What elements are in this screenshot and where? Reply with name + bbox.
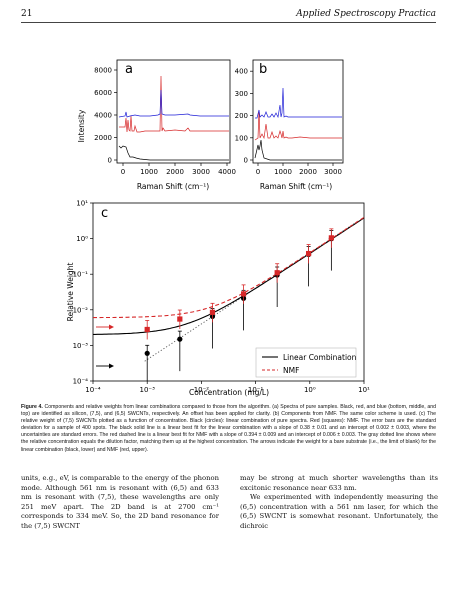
xtick-label: 0: [256, 168, 260, 176]
xtick-label: 1000: [274, 168, 292, 176]
ytick-label: 0: [244, 157, 248, 165]
xtick-label: 4000: [218, 168, 236, 176]
xtick-label: 10⁻¹: [248, 386, 264, 394]
nmf-point: [305, 250, 312, 257]
panel-a-frame: [116, 59, 231, 164]
xtick-label: 10⁻²: [194, 386, 210, 394]
linear-combination-point: [177, 336, 183, 342]
panel-a-xlabel: Raman Shift (cm⁻¹): [137, 182, 209, 191]
panel-a-xticks: 0 1000 2000 3000 4000: [121, 163, 236, 176]
left-paragraph: units, e.g., eV, is comparable to the en…: [21, 474, 219, 530]
panel-b: b 0 100 200 300 400 0 1000 2000 3000 Raman Shif…: [235, 59, 344, 191]
ytick-label: 6000: [94, 89, 112, 97]
ytick-label: 10⁻²: [73, 306, 89, 314]
nmf-point: [274, 270, 280, 276]
xtick-label: 10⁻⁴: [85, 386, 101, 394]
nmf-fit-line: [93, 216, 365, 319]
xtick-label: 10⁻³: [139, 386, 155, 394]
nmf-point: [177, 316, 183, 322]
ytick-label: 4000: [94, 112, 112, 120]
xtick-label: 3000: [324, 168, 342, 176]
panel-a-ylabel: Intensity: [77, 109, 86, 142]
panel-a-spectrum-red: [119, 75, 229, 133]
panel-a-letter: a: [125, 62, 133, 77]
ytick-label: 10⁻³: [73, 342, 89, 350]
ytick-label: 2000: [94, 134, 112, 142]
panel-c-ylabel: Relative Weight: [66, 263, 75, 322]
xtick-label: 0: [121, 168, 125, 176]
panel-c-curves: [93, 216, 365, 362]
panel-b-letter: b: [259, 62, 267, 77]
ytick-label: 200: [235, 112, 248, 120]
legend-box: [255, 347, 357, 378]
legend-linear-label: Linear Combination: [283, 353, 357, 362]
panel-c-xticks: 10⁻⁴ 10⁻³ 10⁻² 10⁻¹ 10⁰ 10¹: [85, 381, 370, 394]
panel-b-yticks: 0 100 200 300 400: [235, 68, 253, 165]
linear-combination-point: [144, 350, 150, 356]
xtick-label: 2000: [166, 168, 184, 176]
panel-b-xlabel: Raman Shift (cm⁻¹): [260, 182, 332, 191]
nmf-point: [209, 309, 216, 315]
right-paragraph-2: We experimented with independently measu…: [240, 493, 438, 530]
panel-b-spectrum-blue: [255, 87, 342, 119]
nmf-point: [328, 235, 334, 241]
panel-c-marks: [144, 228, 334, 381]
ytick-label: 400: [235, 68, 248, 76]
panel-a: a 0 2000 4000 6000 8000 0 1000 2000 3000 4000 In…: [77, 59, 236, 191]
panel-c-xlabel: Concentration (mg/L): [189, 388, 269, 397]
panel-c-yticks: 10⁻⁴ 10⁻³ 10⁻² 10⁻¹ 10⁰ 10¹: [73, 200, 93, 386]
lc-blank-arrow-head: [109, 363, 114, 369]
header-rule: [21, 22, 436, 23]
page-number: 21: [21, 9, 33, 19]
xtick-label: 1000: [140, 168, 158, 176]
nmf-point: [144, 326, 150, 333]
xtick-label: 10¹: [358, 386, 370, 394]
panel-c-letter: c: [101, 206, 108, 221]
ytick-label: 10⁻⁴: [73, 378, 89, 386]
body-column-left: units, e.g., eV, is comparable to the en…: [21, 474, 219, 532]
nmf-blank-arrow-head: [109, 324, 114, 330]
panel-a-spectrum-black: [118, 145, 229, 161]
journal-title: Applied Spectroscopy Practica: [296, 9, 436, 19]
panel-b-frame: [252, 59, 344, 164]
caption-text: Components and relative weights from lin…: [21, 404, 436, 453]
figure-caption: Figure 4. Components and relative weight…: [21, 404, 436, 454]
panel-a-spectrum-blue: [118, 89, 229, 118]
caption-label: Figure 4.: [21, 404, 43, 410]
ytick-label: 100: [235, 134, 248, 142]
body-column-right: may be strong at much shorter wavelength…: [240, 474, 438, 532]
panel-b-spectrum-red: [254, 109, 342, 141]
ytick-label: 0: [108, 157, 112, 165]
xtick-label: 3000: [192, 168, 210, 176]
right-paragraph-1: may be strong at much shorter wavelength…: [240, 474, 438, 492]
ytick-label: 8000: [94, 67, 112, 75]
ytick-label: 10⁻¹: [73, 271, 89, 279]
panel-b-spectrum-black: [254, 139, 342, 161]
xtick-label: 10⁰: [304, 386, 316, 394]
xtick-label: 2000: [299, 168, 317, 176]
nmf-point: [240, 291, 247, 297]
panel-b-xticks: 0 1000 2000 3000: [256, 163, 342, 176]
panel-a-yticks: 0 2000 4000 6000 8000: [94, 67, 117, 165]
ytick-label: 10⁰: [76, 235, 88, 243]
ytick-label: 10¹: [76, 200, 88, 208]
panel-c-frame: [92, 202, 365, 382]
ytick-label: 300: [235, 90, 248, 98]
legend-nmf-label: NMF: [283, 366, 299, 375]
linear-fit-line: [93, 217, 365, 335]
